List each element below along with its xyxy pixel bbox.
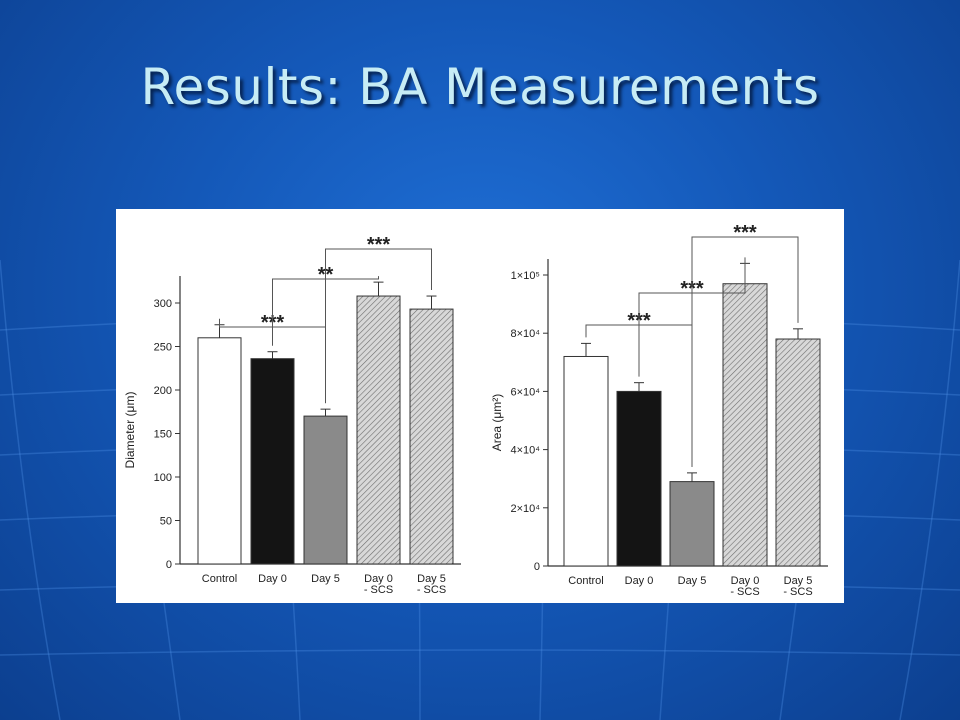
diameter-chart: 0 50 100 150 200 250 300 Diameter (μm) Control Da… bbox=[123, 234, 461, 596]
y-tick-label: 50 bbox=[160, 516, 172, 528]
y-tick-label: 4×10⁴ bbox=[510, 445, 540, 457]
significance-bracket bbox=[325, 248, 432, 404]
bar bbox=[356, 295, 401, 565]
significance-label: *** bbox=[367, 234, 391, 256]
x-tick-label: Control bbox=[568, 575, 603, 587]
y-tick-label: 250 bbox=[154, 342, 172, 354]
y-tick-label: 8×10⁴ bbox=[510, 328, 540, 340]
bar bbox=[197, 337, 242, 565]
bar-charts: 0 50 100 150 200 250 300 Diameter (μm) Control Da… bbox=[123, 222, 828, 598]
figure-panel: 0 50 100 150 200 250 300 Diameter (μm) Control Da… bbox=[116, 209, 844, 603]
y-tick-label: 1×10⁵ bbox=[511, 270, 540, 282]
area-chart: 0 2×10⁴ 4×10⁴ 6×10⁴ 8×10⁴ 1×10⁵ Area (μm²) Cont… bbox=[490, 222, 828, 598]
y-tick-label: 100 bbox=[154, 472, 172, 484]
x-tick-label: Day 0 bbox=[364, 573, 393, 585]
x-tick-label: Day 0 bbox=[625, 575, 654, 587]
x-tick-label: Day 0 bbox=[258, 573, 287, 585]
bar bbox=[409, 308, 454, 565]
bar bbox=[669, 481, 715, 567]
bar bbox=[616, 390, 662, 567]
bar bbox=[775, 338, 821, 567]
y-tick-label: 0 bbox=[166, 559, 172, 571]
y-axis-label: Area (μm²) bbox=[490, 394, 504, 452]
bar bbox=[250, 358, 295, 565]
x-tick-label: Control bbox=[202, 573, 237, 585]
y-tick-label: 200 bbox=[154, 385, 172, 397]
significance-label: *** bbox=[733, 222, 757, 244]
x-tick-label: Day 5 bbox=[417, 573, 446, 585]
slide-title: Results: BA Measurements bbox=[140, 58, 820, 116]
bar bbox=[303, 415, 348, 565]
y-tick-label: 300 bbox=[154, 298, 172, 310]
y-tick-label: 150 bbox=[154, 429, 172, 441]
x-tick-label: - SCS bbox=[730, 586, 759, 598]
x-tick-label: - SCS bbox=[417, 584, 446, 596]
x-tick-label: Day 5 bbox=[311, 573, 340, 585]
x-tick-label: - SCS bbox=[783, 586, 812, 598]
y-tick-label: 6×10⁴ bbox=[510, 386, 540, 398]
x-tick-label: Day 0 bbox=[731, 575, 760, 587]
y-tick-label: 2×10⁴ bbox=[510, 503, 540, 515]
x-tick-label: Day 5 bbox=[678, 575, 707, 587]
y-tick-label: 0 bbox=[534, 561, 540, 573]
x-tick-label: - SCS bbox=[364, 584, 393, 596]
x-tick-label: Day 5 bbox=[784, 575, 813, 587]
significance-bracket bbox=[691, 236, 799, 467]
y-axis-label: Diameter (μm) bbox=[123, 392, 137, 469]
bar bbox=[722, 283, 768, 567]
bar bbox=[563, 355, 609, 567]
